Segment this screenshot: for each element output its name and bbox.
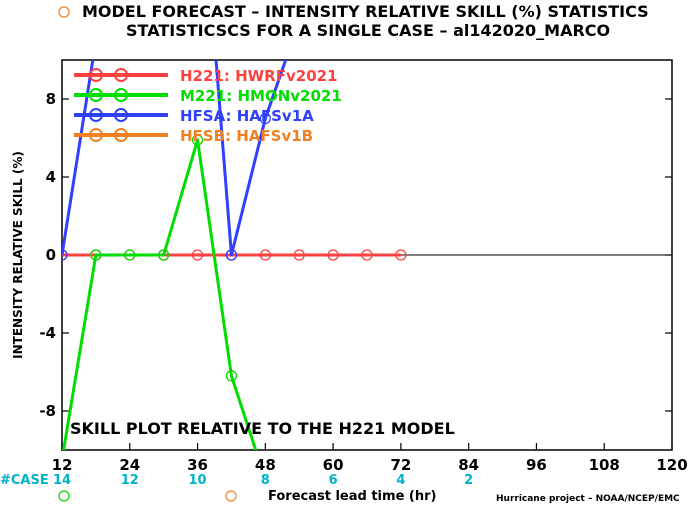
series-point-0	[395, 249, 407, 261]
x-tick-label: 24	[119, 456, 140, 474]
skill-annotation: SKILL PLOT RELATIVE TO THE H221 MODEL	[70, 419, 455, 438]
legend-marker-icon	[114, 128, 128, 142]
series-point-1	[191, 134, 204, 146]
legend-marker-icon	[114, 108, 128, 122]
y-axis-label: INTENSITY RELATIVE SKILL (%)	[11, 151, 25, 359]
chart-subtitle: STATISTICSCS FOR A SINGLE CASE – al14202…	[126, 21, 610, 40]
bottom-marker-green-icon	[58, 490, 70, 502]
case-count: 8	[261, 473, 270, 488]
legend-marker-icon	[114, 88, 128, 102]
series-point-1	[124, 249, 136, 261]
x-axis-label: Forecast lead time (hr)	[268, 489, 436, 504]
y-tick-label: 0	[46, 246, 56, 264]
series-point-1	[90, 249, 102, 261]
legend-marker-icon	[89, 88, 103, 102]
credit-text: Hurricane project – NOAA/NCEP/EMC	[496, 494, 680, 504]
x-tick-label: 12	[52, 456, 73, 474]
legend-marker-icon	[89, 108, 103, 122]
x-tick-label: 96	[526, 456, 547, 474]
x-tick-label: 72	[390, 456, 411, 474]
y-tick-label: -8	[39, 402, 56, 420]
legend: H221: HWRFv2021 M221: HMONv2021 HFSA: HAFS…	[74, 67, 342, 145]
case-counts: 14 12 10 8 6 4 2	[53, 473, 473, 488]
series-point-2	[91, 36, 101, 46]
series-point-1	[158, 249, 170, 261]
legend-label-3: HFSB: HAFSv1B	[180, 127, 313, 145]
y-tick-label: 8	[46, 90, 56, 108]
legend-label-2: HFSA: HAFSv1A	[180, 107, 314, 125]
series-point-2	[62, 249, 68, 261]
case-count: 12	[121, 473, 139, 488]
legend-label-1: M221: HMONv2021	[180, 87, 342, 105]
x-tick-label: 60	[323, 456, 344, 474]
y-tick-label: 4	[46, 168, 56, 186]
series-point-0	[259, 249, 271, 261]
x-tick-label: 120	[656, 456, 687, 474]
series-point-0	[191, 249, 204, 261]
case-count: 10	[189, 473, 207, 488]
title-marker-icon	[58, 6, 70, 18]
case-count: 6	[329, 473, 338, 488]
legend-marker-icon	[114, 68, 128, 82]
legend-marker-icon	[89, 68, 103, 82]
bottom-marker-orange-icon	[225, 490, 237, 502]
series-point-0	[361, 249, 373, 261]
case-count: 2	[464, 473, 473, 488]
series-line-1	[62, 138, 258, 450]
case-count: 14	[53, 473, 71, 488]
series-point-2	[259, 112, 271, 125]
y-tick-label: -4	[39, 324, 56, 342]
chart-title: MODEL FORECAST – INTENSITY RELATIVE SKIL…	[82, 2, 649, 21]
case-count: 4	[396, 473, 405, 488]
legend-marker-icon	[89, 128, 103, 142]
case-label: #CASE	[0, 473, 49, 488]
series-point-0	[293, 249, 305, 261]
series-point-1	[225, 370, 238, 382]
series-point-2	[225, 249, 238, 261]
x-tick-label: 84	[458, 456, 479, 474]
series-point-0	[327, 249, 339, 261]
x-tick-label: 48	[255, 456, 276, 474]
series-points	[62, 36, 407, 382]
x-tick-label: 108	[589, 456, 620, 474]
x-tick-label: 36	[187, 456, 208, 474]
legend-label-0: H221: HWRFv2021	[180, 67, 338, 85]
